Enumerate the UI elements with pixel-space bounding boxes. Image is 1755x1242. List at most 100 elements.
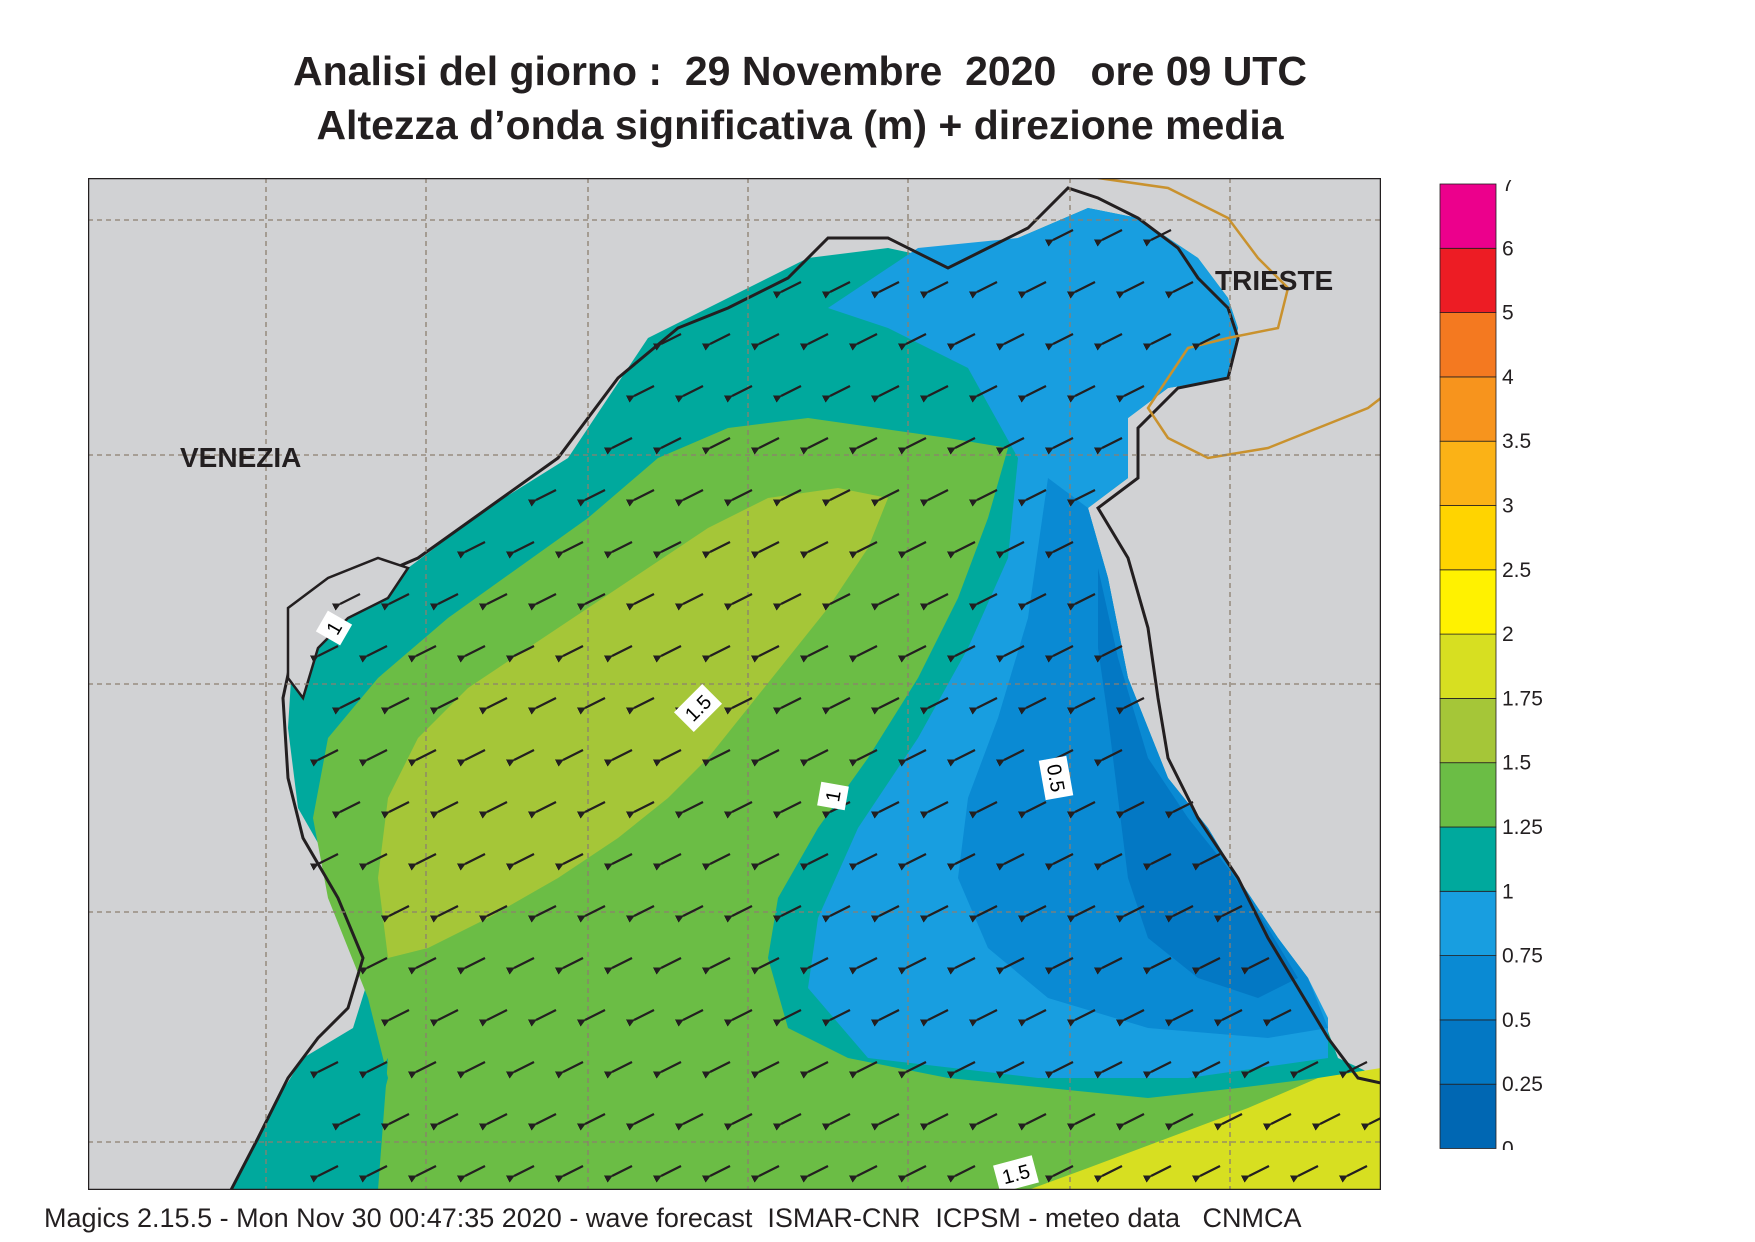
coastline <box>229 186 1381 1190</box>
sea-band-0-25-0-5 <box>1098 568 1298 998</box>
wave-arrow <box>946 437 976 455</box>
legend-swatch <box>1439 826 1497 892</box>
wave-arrow <box>505 853 535 871</box>
contour-label: 1 <box>315 610 353 646</box>
wave-arrow <box>750 437 780 455</box>
wave-arrow <box>1311 1113 1341 1131</box>
venice-lagoon <box>286 556 410 701</box>
wave-arrow <box>674 1113 704 1131</box>
wave-arrow <box>701 645 731 663</box>
wave-arrow <box>1191 1165 1221 1183</box>
wave-arrow <box>772 1009 802 1027</box>
wave-arrow <box>1017 385 1047 403</box>
wave-arrow <box>652 749 682 767</box>
wave-arrow <box>897 957 927 975</box>
legend-swatch <box>1439 955 1497 1021</box>
title-line-2: Altezza d’onda significativa (m) + direz… <box>316 102 1284 148</box>
wave-arrow <box>799 541 829 559</box>
wave-arrow <box>1044 645 1074 663</box>
wave-arrow <box>1240 1165 1270 1183</box>
wave-arrow <box>919 697 949 715</box>
wave-arrow <box>576 801 606 819</box>
wave-arrow <box>652 1061 682 1079</box>
wave-arrow <box>919 385 949 403</box>
wave-arrow <box>946 645 976 663</box>
wave-arrow <box>554 957 584 975</box>
wave-arrow <box>576 1009 606 1027</box>
wave-arrow <box>968 385 998 403</box>
wave-arrow <box>674 1009 704 1027</box>
wave-arrow <box>456 749 486 767</box>
wave-arrow <box>652 333 682 351</box>
wave-arrow <box>380 1113 410 1131</box>
wave-arrow <box>1066 385 1096 403</box>
wave-arrow <box>750 853 780 871</box>
wave-arrow <box>870 281 900 299</box>
wave-arrow <box>701 1165 731 1183</box>
wave-arrow <box>505 645 535 663</box>
wave-arrow <box>968 281 998 299</box>
wave-arrow <box>1240 1061 1270 1079</box>
wave-arrow <box>1142 229 1172 247</box>
wave-arrow <box>429 801 459 819</box>
wave-arrow <box>1017 1009 1047 1027</box>
wave-arrow <box>456 853 486 871</box>
wave-arrow <box>1240 957 1270 975</box>
wave-arrow <box>358 957 388 975</box>
wave-arrow <box>358 645 388 663</box>
wave-arrow <box>870 801 900 819</box>
wave-arrow <box>1191 957 1221 975</box>
wave-arrow <box>456 645 486 663</box>
wave-arrow <box>331 801 361 819</box>
legend-swatch <box>1439 633 1497 699</box>
wave-arrow <box>848 437 878 455</box>
wave-arrow <box>848 749 878 767</box>
contour-label: 0.5 <box>1038 755 1074 801</box>
wave-arrow <box>701 541 731 559</box>
wave-arrow <box>870 593 900 611</box>
wave-arrow <box>576 1113 606 1131</box>
wave-arrow <box>358 853 388 871</box>
wave-arrow <box>527 593 557 611</box>
wave-arrow <box>750 1061 780 1079</box>
wave-arrow <box>1164 1009 1194 1027</box>
wave-arrow <box>380 593 410 611</box>
wave-arrow <box>1017 905 1047 923</box>
wave-arrow <box>625 801 655 819</box>
wave-arrow <box>1093 437 1123 455</box>
wave-arrow <box>309 1165 339 1183</box>
wave-arrow <box>870 905 900 923</box>
wave-arrow <box>723 1009 753 1027</box>
wave-arrow <box>1262 1113 1292 1131</box>
wave-arrow <box>576 905 606 923</box>
wave-arrow <box>625 489 655 507</box>
wave-arrow <box>1017 281 1047 299</box>
wave-arrow <box>554 749 584 767</box>
wave-arrow <box>603 957 633 975</box>
wave-arrow <box>1093 957 1123 975</box>
wave-arrow <box>1066 801 1096 819</box>
wave-arrow <box>946 333 976 351</box>
wave-arrow <box>1017 489 1047 507</box>
wave-arrow <box>1142 1061 1172 1079</box>
wave-arrow <box>407 749 437 767</box>
wave-arrow <box>505 1165 535 1183</box>
wave-arrow <box>1164 801 1194 819</box>
legend-swatch <box>1439 505 1497 571</box>
wave-arrow <box>1044 957 1074 975</box>
wave-arrow <box>1213 1009 1243 1027</box>
wave-arrow <box>772 593 802 611</box>
wave-arrow <box>603 1061 633 1079</box>
wave-arrow <box>554 1061 584 1079</box>
wave-arrow <box>799 333 829 351</box>
legend-level-label: 0.5 <box>1502 1009 1531 1032</box>
wave-arrow <box>407 853 437 871</box>
wave-arrow <box>821 593 851 611</box>
wave-arrow <box>1066 489 1096 507</box>
wave-arrow <box>1142 853 1172 871</box>
wave-arrow <box>1289 1061 1319 1079</box>
wave-arrow <box>701 749 731 767</box>
wave-arrow <box>750 645 780 663</box>
wave-arrow <box>1262 1009 1292 1027</box>
wave-arrow <box>1017 593 1047 611</box>
